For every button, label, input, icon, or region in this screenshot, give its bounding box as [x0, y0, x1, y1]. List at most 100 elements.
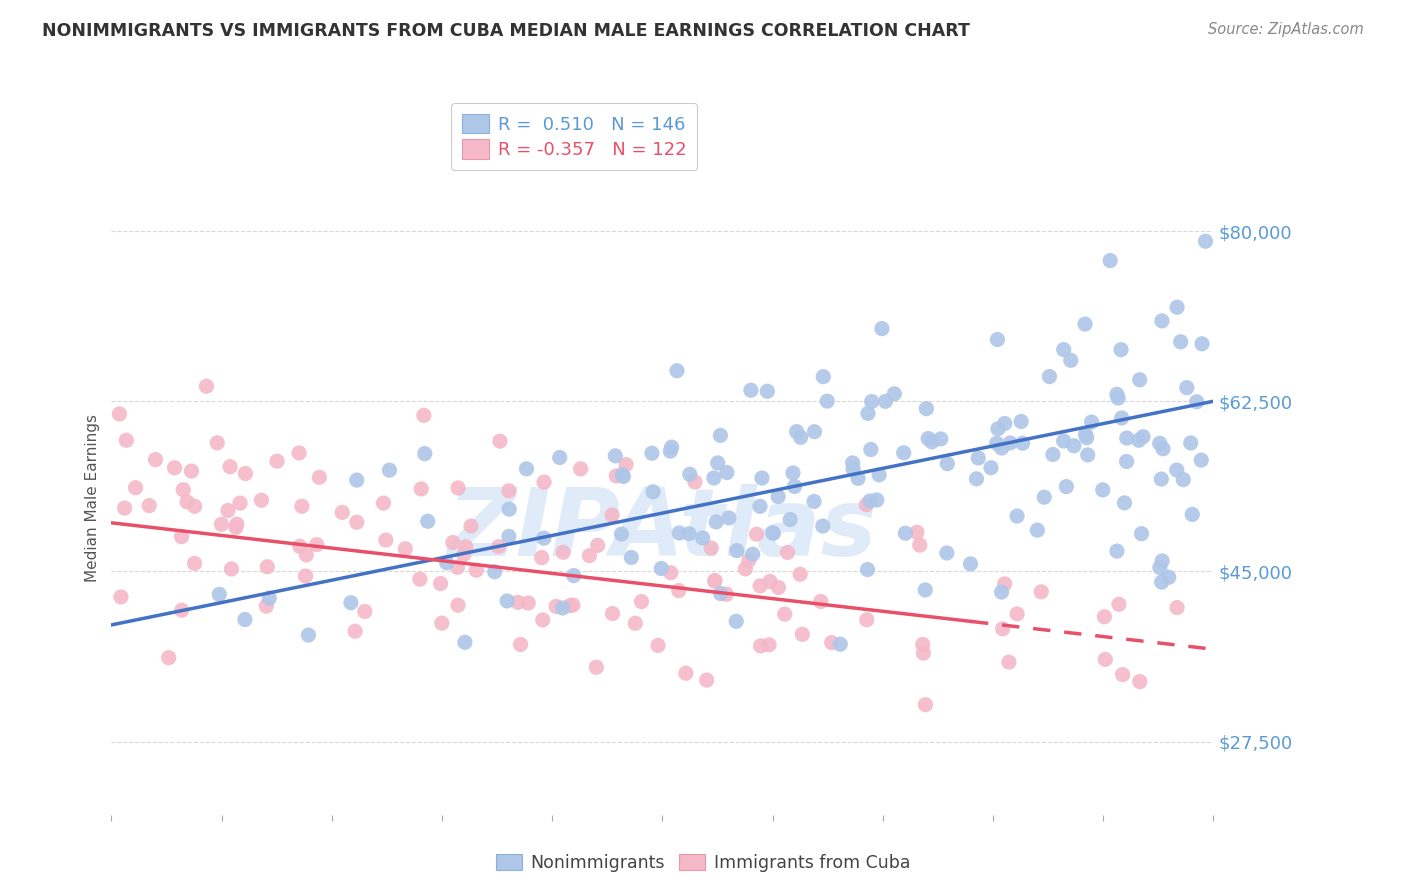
- Point: [883, 386, 905, 401]
- Point: [114, 501, 136, 516]
- Point: [530, 550, 553, 565]
- Point: [172, 483, 194, 497]
- Point: [855, 498, 877, 512]
- Point: [789, 567, 811, 582]
- Point: [935, 546, 957, 560]
- Point: [157, 650, 180, 665]
- Point: [710, 586, 733, 600]
- Point: [531, 613, 554, 627]
- Point: [703, 574, 725, 588]
- Point: [124, 481, 146, 495]
- Point: [768, 581, 790, 595]
- Point: [683, 475, 706, 489]
- Point: [233, 613, 256, 627]
- Point: [1181, 508, 1204, 522]
- Point: [929, 432, 952, 446]
- Point: [429, 576, 451, 591]
- Point: [394, 541, 416, 556]
- Point: [489, 434, 512, 449]
- Point: [211, 517, 233, 532]
- Point: [330, 505, 353, 519]
- Point: [183, 500, 205, 514]
- Point: [308, 470, 330, 484]
- Point: [551, 601, 574, 615]
- Point: [1053, 434, 1076, 448]
- Point: [346, 515, 368, 529]
- Point: [1108, 597, 1130, 611]
- Point: [866, 493, 889, 508]
- Point: [546, 599, 568, 614]
- Point: [447, 598, 470, 612]
- Point: [846, 471, 869, 485]
- Point: [1128, 434, 1150, 448]
- Point: [659, 444, 682, 458]
- Point: [195, 379, 218, 393]
- Legend: Nonimmigrants, Immigrants from Cuba: Nonimmigrants, Immigrants from Cuba: [489, 847, 917, 879]
- Point: [453, 548, 475, 562]
- Point: [509, 637, 531, 651]
- Point: [1152, 554, 1174, 568]
- Point: [1054, 480, 1077, 494]
- Point: [659, 566, 682, 580]
- Point: [1114, 496, 1136, 510]
- Point: [208, 587, 231, 601]
- Point: [221, 562, 243, 576]
- Point: [994, 417, 1017, 431]
- Point: [647, 639, 669, 653]
- Point: [725, 615, 748, 629]
- Point: [915, 401, 938, 416]
- Point: [447, 481, 470, 495]
- Point: [842, 462, 865, 476]
- Point: [229, 496, 252, 510]
- Point: [717, 511, 740, 525]
- Point: [859, 494, 882, 508]
- Point: [1115, 431, 1137, 445]
- Point: [782, 466, 804, 480]
- Point: [446, 560, 468, 574]
- Point: [991, 622, 1014, 636]
- Point: [291, 500, 314, 514]
- Point: [344, 624, 367, 639]
- Point: [1026, 523, 1049, 537]
- Point: [841, 456, 863, 470]
- Point: [1150, 314, 1173, 328]
- Point: [170, 530, 193, 544]
- Point: [998, 655, 1021, 669]
- Point: [789, 430, 811, 444]
- Point: [620, 550, 643, 565]
- Point: [700, 541, 723, 555]
- Point: [1150, 472, 1173, 486]
- Point: [990, 441, 1012, 455]
- Point: [762, 525, 785, 540]
- Point: [692, 531, 714, 545]
- Point: [758, 638, 780, 652]
- Point: [830, 637, 852, 651]
- Point: [1074, 317, 1097, 331]
- Point: [893, 446, 915, 460]
- Point: [917, 432, 939, 446]
- Point: [1157, 570, 1180, 584]
- Point: [821, 635, 844, 649]
- Point: [605, 469, 627, 483]
- Point: [966, 472, 988, 486]
- Point: [725, 543, 748, 558]
- Point: [373, 496, 395, 510]
- Point: [205, 436, 228, 450]
- Point: [515, 462, 537, 476]
- Point: [792, 627, 814, 641]
- Point: [1115, 454, 1137, 468]
- Point: [811, 519, 834, 533]
- Point: [911, 637, 934, 651]
- Point: [1166, 600, 1188, 615]
- Point: [1129, 373, 1152, 387]
- Point: [416, 514, 439, 528]
- Point: [921, 434, 943, 449]
- Point: [1170, 334, 1192, 349]
- Point: [374, 533, 396, 547]
- Point: [256, 559, 278, 574]
- Point: [912, 646, 935, 660]
- Point: [115, 434, 138, 448]
- Point: [856, 563, 879, 577]
- Point: [741, 547, 763, 561]
- Legend: R =  0.510   N = 146, R = -0.357   N = 122: R = 0.510 N = 146, R = -0.357 N = 122: [451, 103, 697, 169]
